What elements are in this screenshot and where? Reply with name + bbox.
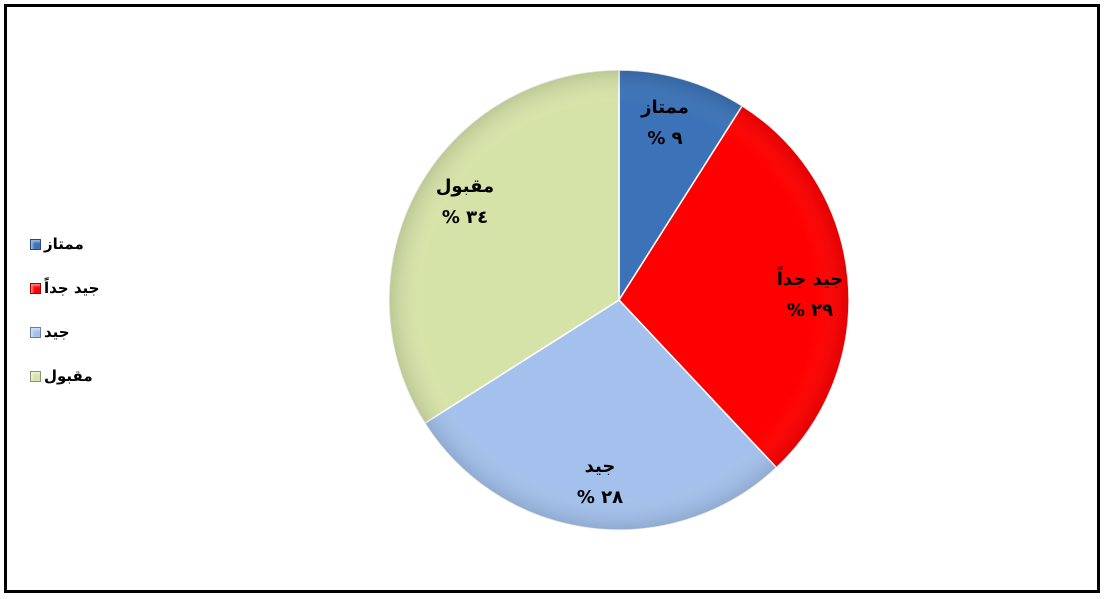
legend-label: مقبول bbox=[44, 367, 93, 385]
legend-label: جيد bbox=[44, 323, 70, 341]
slice-category-label: جيد جداً bbox=[776, 266, 843, 290]
legend-item-acceptable: مقبول bbox=[30, 354, 140, 398]
legend-label: ممتاز bbox=[44, 235, 84, 253]
slice-category-label: ممتاز bbox=[640, 97, 689, 118]
pie-shading bbox=[389, 70, 849, 530]
slice-value-label: % ٣٤ bbox=[442, 207, 488, 228]
pie-slices bbox=[388, 69, 850, 531]
pie-labels: ممتاز % ٩ جيد جداً % ٢٩ جيد % ٢٨ مقبول % ٣٤ bbox=[436, 97, 843, 508]
slice-value-label: % ٩ bbox=[647, 128, 682, 149]
legend-item-good: جيد bbox=[30, 310, 140, 354]
legend-item-very-good: جيد جداً bbox=[30, 266, 140, 310]
slice-category-label: جيد bbox=[585, 456, 616, 477]
legend-label: جيد جداً bbox=[44, 279, 100, 297]
slice-category-label: مقبول bbox=[436, 176, 494, 197]
legend-swatch bbox=[30, 326, 41, 338]
legend-swatch bbox=[30, 370, 41, 382]
legend-item-excellent: ممتاز bbox=[30, 222, 140, 266]
legend: ممتاز جيد جداً جيد مقبول bbox=[30, 222, 140, 398]
legend-swatch bbox=[30, 238, 41, 250]
slice-value-label: % ٢٩ bbox=[787, 300, 833, 321]
slice-value-label: % ٢٨ bbox=[577, 487, 623, 508]
legend-swatch bbox=[30, 282, 41, 294]
